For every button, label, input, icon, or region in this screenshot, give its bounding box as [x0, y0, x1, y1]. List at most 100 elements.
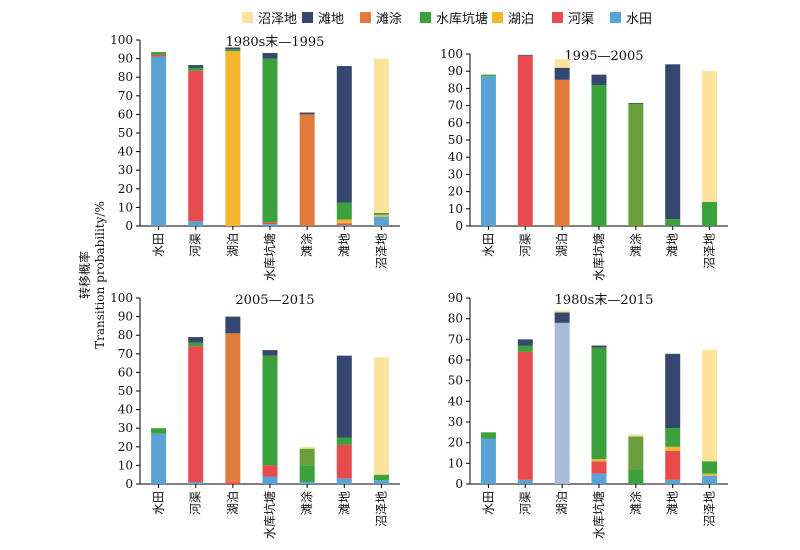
bar-segment	[665, 428, 681, 447]
y-tick-label: 90	[448, 64, 463, 78]
bar-segment	[151, 52, 167, 55]
y-tick-label: 30	[448, 415, 463, 429]
bar-segment	[299, 465, 315, 483]
bar-segment	[665, 353, 681, 429]
y-tick-label: 80	[448, 312, 463, 326]
y-tick-label: 40	[448, 394, 463, 408]
y-tick-label: 50	[448, 133, 463, 147]
y-tick-label: 20	[118, 440, 133, 454]
x-tick-label: 河渠	[189, 233, 203, 257]
bar-segment	[665, 64, 681, 220]
y-tick-label: 10	[118, 200, 133, 214]
legend: 沼泽地 滩地 滩涂 水库坑塘 湖泊 河渠 水田	[0, 2, 800, 28]
bar-segment	[188, 482, 204, 484]
bar-segment	[336, 444, 352, 479]
bar-segment	[151, 433, 167, 484]
x-tick-label: 沼泽地	[374, 491, 388, 527]
bar-segment	[262, 58, 278, 223]
y-tick-label: 50	[118, 126, 133, 140]
y-tick-label: 40	[118, 145, 133, 159]
y-tick-label: 70	[118, 89, 133, 103]
x-tick-label: 水田	[481, 491, 495, 515]
legend-label: 水库坑塘	[436, 12, 489, 27]
y-tick-label: 30	[118, 163, 133, 177]
y-tick-label: 70	[118, 347, 133, 361]
y-tick-label: 90	[448, 291, 463, 305]
y-tick-label: 70	[448, 99, 463, 113]
chart-panel-2: 0 10 20 30 40 50 60 70 80 90 100 1995—2005 水田 河渠 湖泊 水库坑…	[440, 47, 728, 281]
y-tick-label: 100	[110, 33, 133, 47]
bar-segment	[299, 446, 315, 449]
bar-segment	[480, 438, 496, 484]
bar-segment	[517, 345, 533, 352]
bar-segment	[591, 347, 607, 460]
bar-segment	[702, 71, 718, 202]
x-tick-label: 湖泊	[225, 233, 240, 257]
y-tick-label: 0	[455, 219, 463, 233]
bar-segment	[225, 51, 241, 226]
bar-segment	[299, 112, 315, 115]
bar-segment	[591, 84, 607, 227]
legend-item: 滩涂	[360, 8, 402, 27]
bar-segment	[554, 79, 570, 226]
legend-swatch	[242, 12, 253, 23]
bar-segment	[702, 475, 718, 484]
x-tick-label: 沼泽地	[703, 491, 717, 527]
bar-segment	[151, 54, 167, 57]
bar-segment	[702, 473, 718, 476]
y-tick-label: 60	[118, 365, 133, 379]
bar-segment	[262, 476, 278, 484]
bar-segment	[591, 461, 607, 474]
bar-segment	[591, 459, 607, 462]
bar-segment	[628, 469, 644, 484]
y-tick-label: 20	[118, 182, 133, 196]
chart-panel-1: 0 10 20 30 40 50 60 70 80 90 100 1980s末—1995 水田 河渠 湖泊水…	[110, 33, 400, 281]
x-tick-label: 河渠	[518, 491, 532, 515]
bar-segment	[262, 350, 278, 356]
chart-panel-4: 0 10 20 30 40 50 60 70 80 90 1980s末—2015 水田 河渠 湖泊 水库坑塘…	[448, 291, 728, 539]
bar-segment	[373, 474, 389, 481]
bar-segment	[336, 478, 352, 484]
y-tick-label: 80	[118, 70, 133, 84]
y-tick-label: 70	[448, 332, 463, 346]
x-tick-label: 水田	[481, 233, 495, 257]
y-tick-label: 0	[455, 477, 463, 491]
bar-segment	[336, 437, 352, 445]
y-tick-label: 10	[448, 202, 463, 216]
y-tick-label: 50	[118, 384, 133, 398]
bar-segment	[373, 212, 389, 215]
x-tick-label: 沼泽地	[703, 233, 717, 269]
legend-swatch	[302, 12, 313, 23]
legend-label: 湖泊	[508, 12, 535, 27]
y-tick-label: 20	[448, 436, 463, 450]
bar-segment	[554, 322, 570, 484]
x-tick-label: 水库坑塘	[591, 233, 606, 281]
bar-segment	[299, 482, 315, 484]
bar-segment	[336, 225, 352, 226]
x-tick-label: 水田	[152, 233, 166, 257]
x-tick-label: 滩地	[337, 233, 351, 257]
bar-segment	[480, 432, 496, 439]
x-tick-label: 湖泊	[554, 491, 569, 515]
bar-segment	[373, 357, 389, 475]
y-tick-label: 30	[118, 421, 133, 435]
bar-segment	[480, 76, 496, 226]
x-tick-label: 水库坑塘	[591, 491, 606, 539]
legend-label: 滩地	[318, 12, 345, 27]
bar-segment	[373, 214, 389, 217]
legend-label: 滩涂	[376, 12, 403, 27]
legend-item: 湖泊	[492, 8, 534, 27]
bar-segment	[554, 310, 570, 313]
bar-segment	[188, 70, 204, 222]
bar-segment	[262, 465, 278, 477]
y-tick-label: 100	[440, 47, 463, 61]
y-tick-label: 0	[125, 219, 133, 233]
bar-segment	[628, 103, 644, 104]
bar-segment	[702, 349, 718, 462]
y-tick-label: 100	[110, 291, 133, 305]
bar-segment	[517, 339, 533, 346]
bar-segment	[373, 216, 389, 226]
y-tick-label: 80	[448, 81, 463, 95]
bar-segment	[665, 446, 681, 451]
